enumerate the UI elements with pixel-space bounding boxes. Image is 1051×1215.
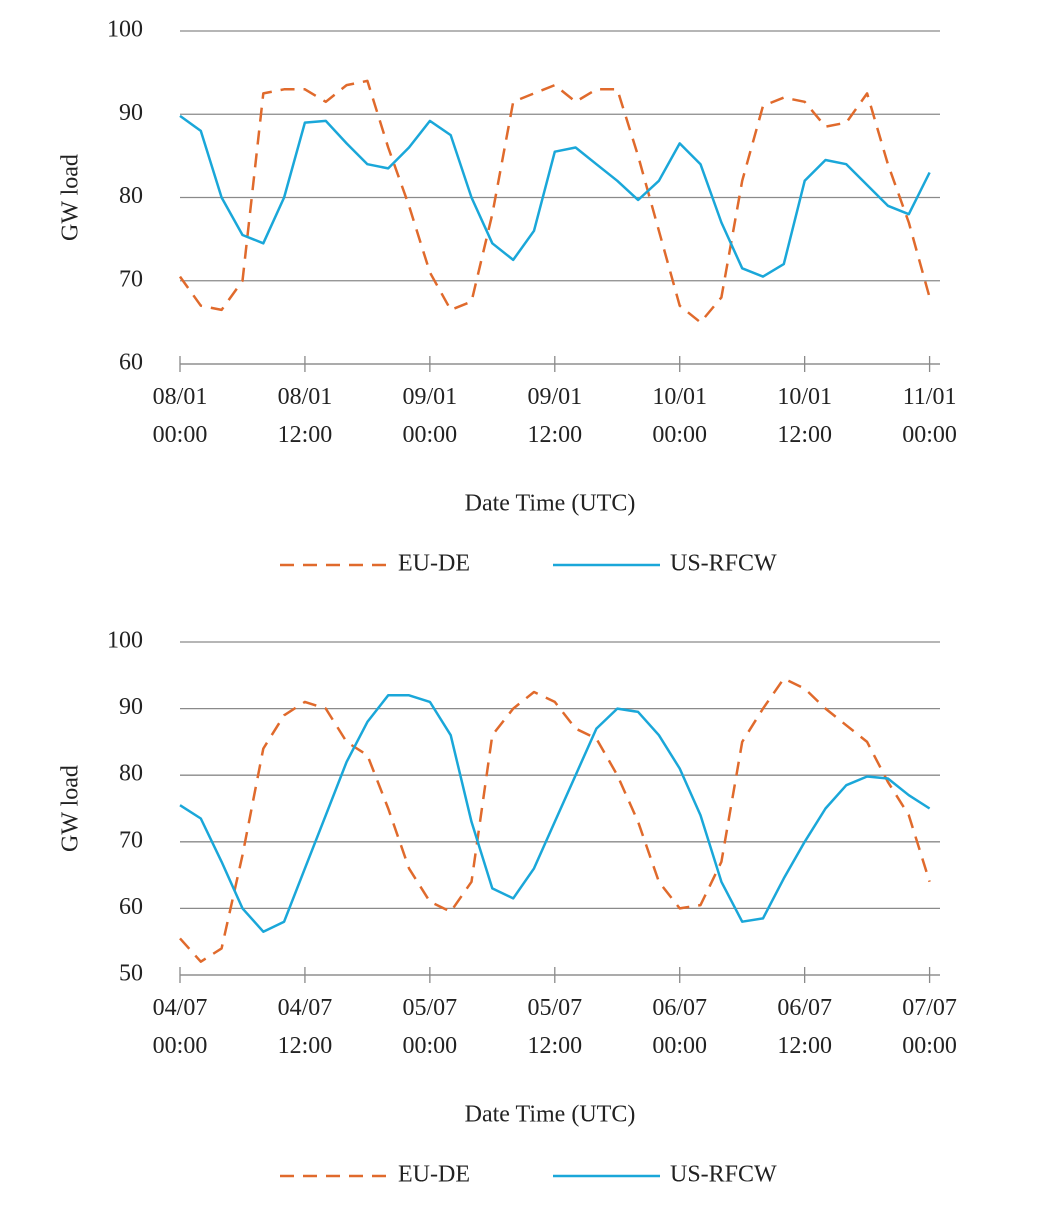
series-line — [178, 79, 931, 324]
y-axis-title: GW load — [58, 154, 84, 241]
x-tick-label: 09/01 00:00 — [403, 384, 458, 448]
y-tick-label: 50 — [119, 961, 143, 987]
series-line — [179, 694, 931, 933]
y-tick-label: 70 — [119, 266, 143, 292]
x-tick-label: 08/01 12:00 — [278, 384, 333, 448]
legend-label: US-RFCW — [670, 551, 777, 577]
x-tick-label: 10/01 00:00 — [652, 384, 707, 448]
series-line — [179, 677, 931, 963]
x-axis-title: Date Time (UTC) — [465, 1102, 636, 1128]
y-tick-label: 70 — [119, 827, 143, 853]
x-tick-label: 06/07 00:00 — [652, 995, 707, 1059]
y-tick-label: 100 — [107, 17, 143, 43]
x-tick-label: 10/01 12:00 — [777, 384, 832, 448]
y-tick-label: 80 — [119, 761, 143, 787]
x-tick-label: 04/07 00:00 — [153, 995, 208, 1059]
y-tick-label: 90 — [119, 100, 143, 126]
x-tick-label: 05/07 00:00 — [403, 995, 458, 1059]
series-line — [179, 114, 931, 278]
y-tick-label: 90 — [119, 694, 143, 720]
x-tick-label: 08/01 00:00 — [153, 384, 208, 448]
x-tick-label: 05/07 12:00 — [527, 995, 582, 1059]
x-tick-label: 06/07 12:00 — [777, 995, 832, 1059]
y-tick-label: 60 — [119, 894, 143, 920]
legend-label: US-RFCW — [670, 1162, 777, 1188]
y-tick-label: 80 — [119, 183, 143, 209]
x-axis-title: Date Time (UTC) — [465, 491, 636, 517]
y-axis-title: GW load — [58, 765, 84, 852]
x-tick-label: 09/01 12:00 — [527, 384, 582, 448]
y-tick-label: 100 — [107, 628, 143, 654]
y-tick-label: 60 — [119, 350, 143, 376]
x-tick-label: 11/01 00:00 — [902, 384, 957, 448]
legend-label: EU-DE — [398, 1162, 470, 1188]
legend-label: EU-DE — [398, 551, 470, 577]
x-tick-label: 04/07 12:00 — [278, 995, 333, 1059]
x-tick-label: 07/07 00:00 — [902, 995, 957, 1059]
